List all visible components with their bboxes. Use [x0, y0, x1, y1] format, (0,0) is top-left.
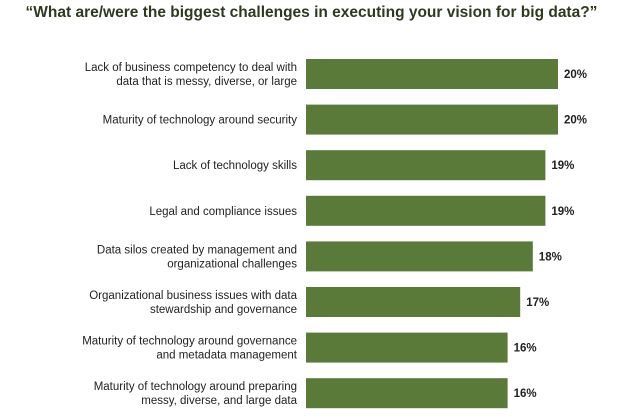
- category-label-0: Lack of business competency to deal with…: [85, 62, 297, 88]
- category-label-7: Maturity of technology around preparing m…: [94, 381, 298, 407]
- bar-5: [306, 287, 521, 317]
- category-label-line: Maturity of technology around governance: [82, 336, 297, 348]
- value-label-1: 20%: [564, 115, 587, 127]
- value-label-6: 16%: [514, 343, 537, 355]
- value-label-7: 16%: [514, 388, 537, 400]
- category-label-3: Legal and compliance issues: [149, 206, 297, 218]
- bar-4: [306, 241, 533, 272]
- bar-0: [306, 59, 558, 89]
- category-label-line: Legal and compliance issues: [149, 206, 297, 218]
- bar-2: [306, 150, 546, 181]
- chart-title: “What are/were the biggest challenges in…: [25, 4, 598, 21]
- category-label-line: messy, diverse, and large data: [141, 395, 297, 407]
- category-label-line: data that is messy, diverse, or large: [116, 76, 297, 88]
- category-label-line: Maturity of technology around security: [103, 115, 298, 127]
- category-label-line: organizational challenges: [167, 258, 297, 270]
- category-label-line: and metadata management: [156, 350, 297, 362]
- bar-1: [306, 104, 558, 135]
- value-label-5: 17%: [526, 297, 549, 309]
- bar-6: [306, 332, 508, 363]
- category-label-line: Lack of business competency to deal with: [85, 62, 297, 74]
- category-label-line: Data silos created by management and: [97, 244, 297, 256]
- value-label-4: 18%: [539, 251, 562, 263]
- bar-3: [306, 195, 546, 226]
- category-label-5: Organizational business issues with data…: [89, 290, 297, 316]
- value-label-0: 20%: [564, 69, 587, 81]
- value-label-3: 19%: [551, 206, 574, 218]
- category-label-line: Maturity of technology around preparing: [94, 381, 297, 393]
- category-label-2: Lack of technology skills: [173, 160, 297, 172]
- category-label-1: Maturity of technology around security: [103, 115, 298, 127]
- category-label-line: Lack of technology skills: [173, 160, 297, 172]
- value-label-2: 19%: [551, 160, 574, 172]
- bar-7: [306, 378, 508, 409]
- category-label-6: Maturity of technology around governance…: [82, 336, 298, 362]
- category-label-4: Data silos created by management and orga…: [97, 244, 297, 270]
- category-label-line: Organizational business issues with data: [89, 290, 297, 302]
- category-label-line: stewardship and governance: [150, 304, 297, 316]
